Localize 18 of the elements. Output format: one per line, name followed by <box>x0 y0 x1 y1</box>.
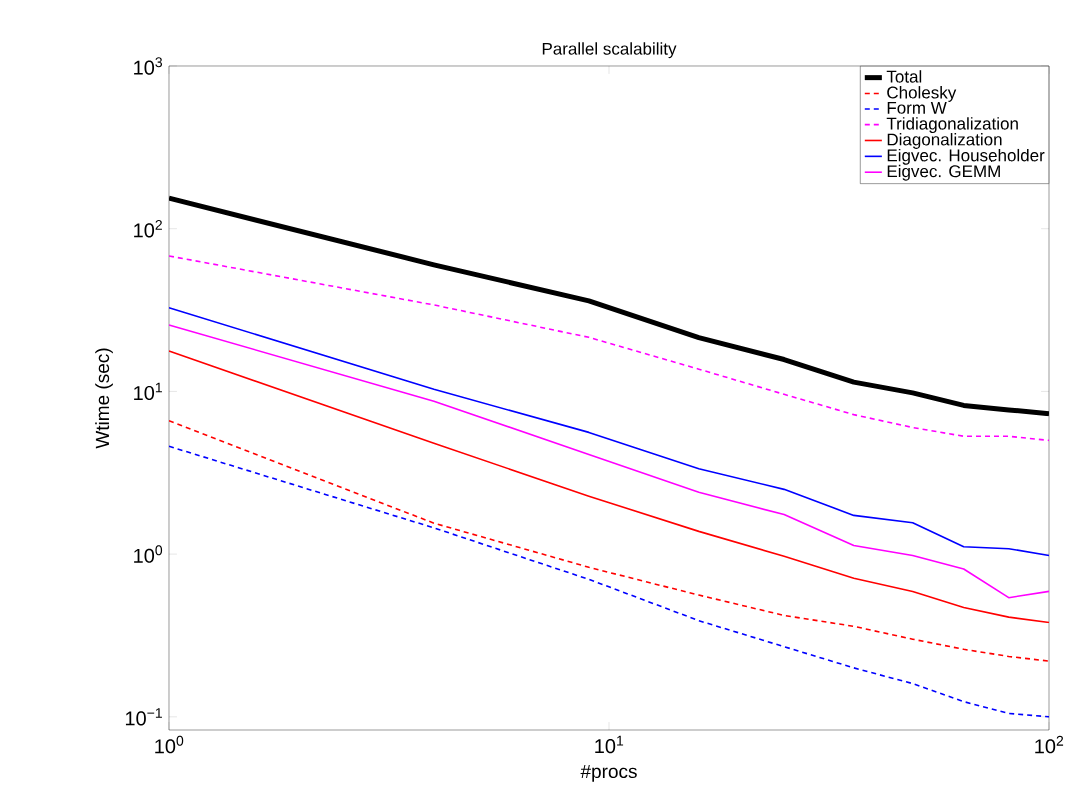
legend-label: Cholesky <box>887 86 957 102</box>
x-axis-title: #procs <box>580 764 637 782</box>
y-axis-title: Wtime (sec) <box>95 348 113 449</box>
x-tick-label: 10$^{1}$ <box>595 735 624 754</box>
y-tick-label: 10$^{0}$ <box>134 545 163 563</box>
y-tick-label: 10$^{1}$ <box>134 382 162 401</box>
y-tick-label: 10$^{−1}$ <box>125 708 162 726</box>
legend-label: Form W <box>887 101 947 114</box>
x-tick-label: 10$^{2}$ <box>1035 735 1064 754</box>
legend-label: Eigvec. Householder <box>887 148 1045 165</box>
x-tick-label: 10$^{0}$ <box>155 735 184 754</box>
legend-label: Eigvec. GEMM <box>887 164 1000 181</box>
legend-label: Tridiagonalization <box>886 117 1018 134</box>
y-tick-label: 10$^{2}$ <box>134 219 162 238</box>
legend-label: Total <box>886 70 922 83</box>
legend-label: Diagonalization <box>887 133 1002 149</box>
chart-title: Parallel scalability <box>542 42 677 59</box>
y-tick-label: 10$^{3}$ <box>134 57 163 75</box>
